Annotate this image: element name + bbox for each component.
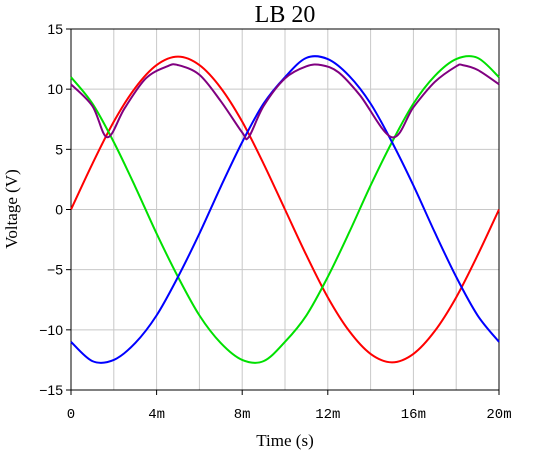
y-axis-label: Voltage (V) bbox=[2, 169, 21, 248]
x-axis-label: Time (s) bbox=[256, 431, 313, 450]
x-tick-label: 16m bbox=[401, 407, 426, 423]
y-tick-label: −15 bbox=[39, 382, 63, 398]
y-tick-label: −10 bbox=[39, 322, 63, 338]
x-tick-label: 8m bbox=[234, 407, 251, 423]
series-red-line bbox=[70, 55, 500, 364]
x-tick-label: 20m bbox=[486, 407, 511, 423]
y-tick-label: 0 bbox=[55, 202, 63, 218]
chart-title: LB 20 bbox=[255, 2, 316, 28]
y-axis-ticks: −15 −10 −5 0 5 10 15 bbox=[39, 21, 71, 398]
series-group bbox=[70, 55, 500, 364]
x-tick-label: 0 bbox=[67, 407, 75, 423]
x-tick-label: 12m bbox=[315, 407, 340, 423]
y-tick-label: 10 bbox=[47, 81, 63, 97]
y-tick-label: −5 bbox=[47, 262, 63, 278]
x-tick-label: 4m bbox=[148, 407, 165, 423]
series-green-line bbox=[70, 55, 500, 364]
x-axis-ticks: 0 4m 8m 12m 16m 20m bbox=[67, 390, 512, 423]
y-tick-label: 15 bbox=[47, 21, 63, 37]
series-purple-line bbox=[70, 63, 500, 141]
y-tick-label: 5 bbox=[55, 141, 63, 157]
